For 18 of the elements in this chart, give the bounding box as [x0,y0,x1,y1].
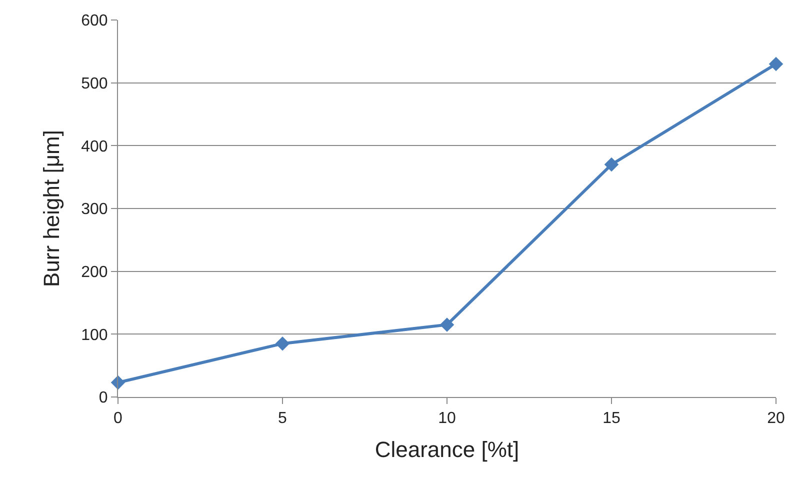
point [768,56,784,72]
y-tick-label: 0 [98,390,108,407]
x-axis-title: Clearance [%t] [374,437,520,462]
y-tick-label: 500 [81,75,108,92]
x-tick-label: 10 [438,410,456,428]
y-axis-title: Burr height [μm] [38,130,64,287]
x-tick-label: 0 [114,410,123,428]
point [275,336,290,351]
x-tick-label: 15 [602,410,620,428]
y-tick-label: 100 [81,326,108,344]
y-tick-label: 600 [81,12,108,30]
y-tick-label: 200 [81,264,108,281]
y-tick-label: 400 [81,138,108,156]
y-tick-label: 300 [81,201,108,218]
x-tick-label: 5 [278,410,288,428]
point [604,157,619,172]
point [440,318,454,332]
x-tick-label: 20 [767,410,785,428]
